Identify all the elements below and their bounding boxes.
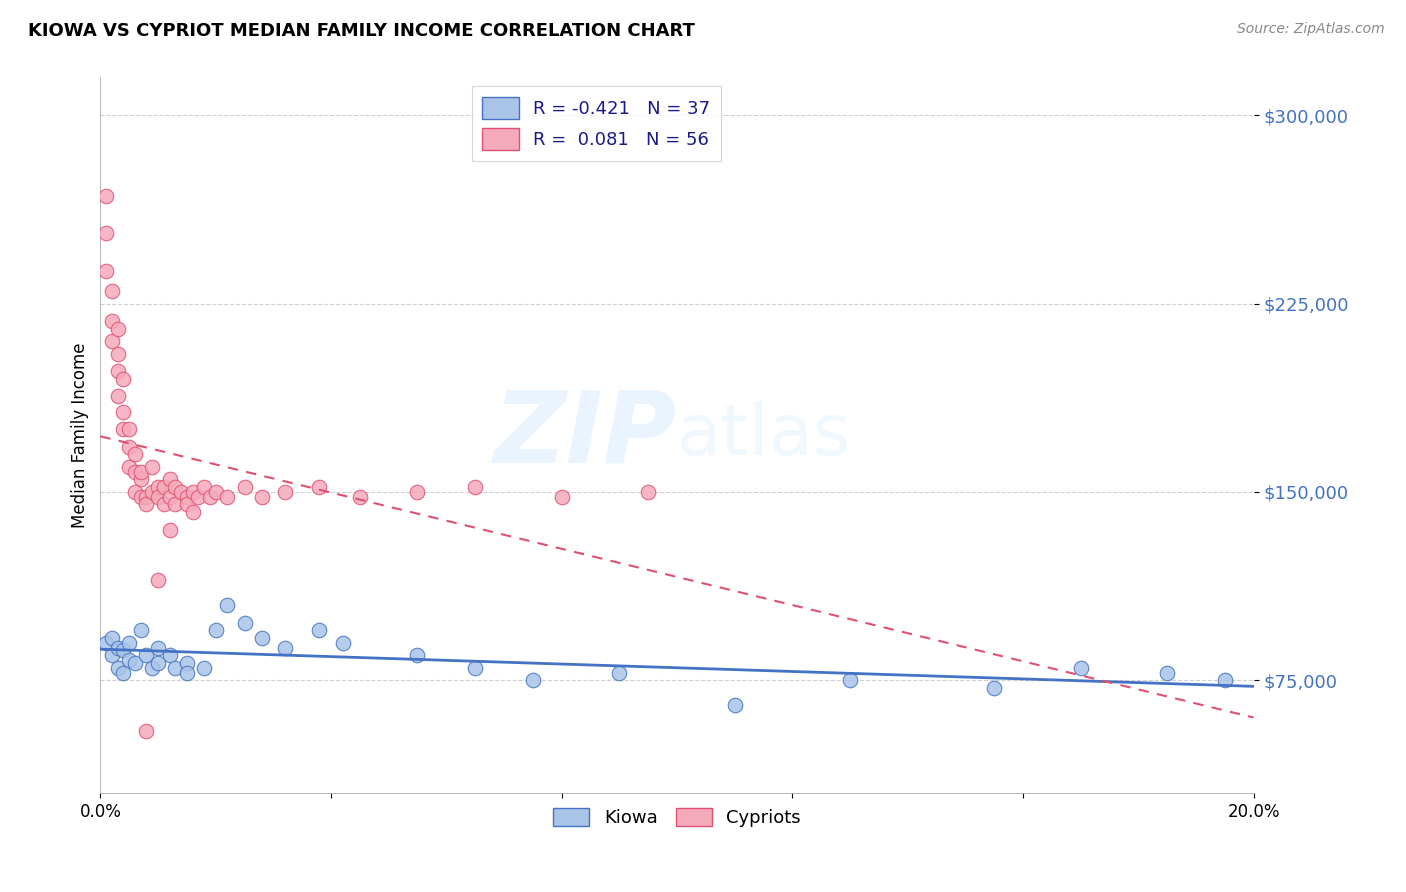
Text: atlas: atlas <box>676 401 852 470</box>
Point <box>193 480 215 494</box>
Point <box>274 484 297 499</box>
Point <box>176 498 198 512</box>
Point <box>406 648 429 663</box>
Point <box>101 334 124 349</box>
Point <box>176 665 198 680</box>
Point <box>118 635 141 649</box>
Point <box>101 631 124 645</box>
Point <box>522 673 544 688</box>
Point <box>181 484 204 499</box>
Point <box>349 490 371 504</box>
Point <box>118 422 141 436</box>
Point <box>129 465 152 479</box>
Point <box>159 490 181 504</box>
Point <box>464 480 486 494</box>
Point <box>118 653 141 667</box>
Point <box>124 465 146 479</box>
Text: KIOWA VS CYPRIOT MEDIAN FAMILY INCOME CORRELATION CHART: KIOWA VS CYPRIOT MEDIAN FAMILY INCOME CO… <box>28 22 695 40</box>
Point <box>233 480 256 494</box>
Point <box>724 698 747 713</box>
Point <box>217 490 239 504</box>
Text: ZIP: ZIP <box>494 387 676 483</box>
Point <box>637 484 659 499</box>
Y-axis label: Median Family Income: Median Family Income <box>72 343 89 528</box>
Point <box>165 480 187 494</box>
Point <box>198 490 221 504</box>
Point <box>112 643 135 657</box>
Point <box>176 656 198 670</box>
Point <box>112 404 135 418</box>
Point <box>129 472 152 486</box>
Point <box>94 264 117 278</box>
Point <box>135 648 157 663</box>
Point <box>94 226 117 240</box>
Point <box>118 440 141 454</box>
Point <box>118 459 141 474</box>
Point <box>94 188 117 202</box>
Point <box>308 480 330 494</box>
Point <box>204 484 226 499</box>
Point <box>107 640 129 655</box>
Point <box>101 648 124 663</box>
Point <box>94 635 117 649</box>
Point <box>165 498 187 512</box>
Point <box>141 459 163 474</box>
Point <box>1156 665 1178 680</box>
Point <box>839 673 862 688</box>
Legend: Kiowa, Cypriots: Kiowa, Cypriots <box>546 801 808 834</box>
Point <box>129 490 152 504</box>
Point <box>152 498 174 512</box>
Point <box>607 665 630 680</box>
Point <box>983 681 1005 695</box>
Point <box>101 284 124 298</box>
Point <box>107 661 129 675</box>
Point <box>550 490 572 504</box>
Point <box>107 364 129 378</box>
Point <box>107 321 129 335</box>
Point <box>193 661 215 675</box>
Point <box>1213 673 1236 688</box>
Point <box>124 447 146 461</box>
Point <box>146 480 169 494</box>
Point <box>165 661 187 675</box>
Point <box>146 656 169 670</box>
Point <box>308 623 330 637</box>
Point <box>112 372 135 386</box>
Point <box>181 505 204 519</box>
Point <box>107 389 129 403</box>
Point <box>332 635 354 649</box>
Point <box>112 422 135 436</box>
Point <box>141 484 163 499</box>
Point <box>112 665 135 680</box>
Text: Source: ZipAtlas.com: Source: ZipAtlas.com <box>1237 22 1385 37</box>
Point <box>170 484 193 499</box>
Point <box>124 484 146 499</box>
Point <box>464 661 486 675</box>
Point <box>141 661 163 675</box>
Point <box>146 573 169 587</box>
Point <box>204 623 226 637</box>
Point <box>135 490 157 504</box>
Point <box>129 623 152 637</box>
Point <box>233 615 256 630</box>
Point <box>101 314 124 328</box>
Point <box>159 472 181 486</box>
Point <box>146 640 169 655</box>
Point <box>217 598 239 612</box>
Point <box>250 490 273 504</box>
Point <box>146 490 169 504</box>
Point <box>274 640 297 655</box>
Point <box>152 480 174 494</box>
Point <box>135 723 157 738</box>
Point <box>250 631 273 645</box>
Point <box>1070 661 1092 675</box>
Point <box>107 347 129 361</box>
Point <box>176 490 198 504</box>
Point <box>159 523 181 537</box>
Point <box>406 484 429 499</box>
Point <box>187 490 209 504</box>
Point <box>135 498 157 512</box>
Point <box>124 656 146 670</box>
Point <box>159 648 181 663</box>
